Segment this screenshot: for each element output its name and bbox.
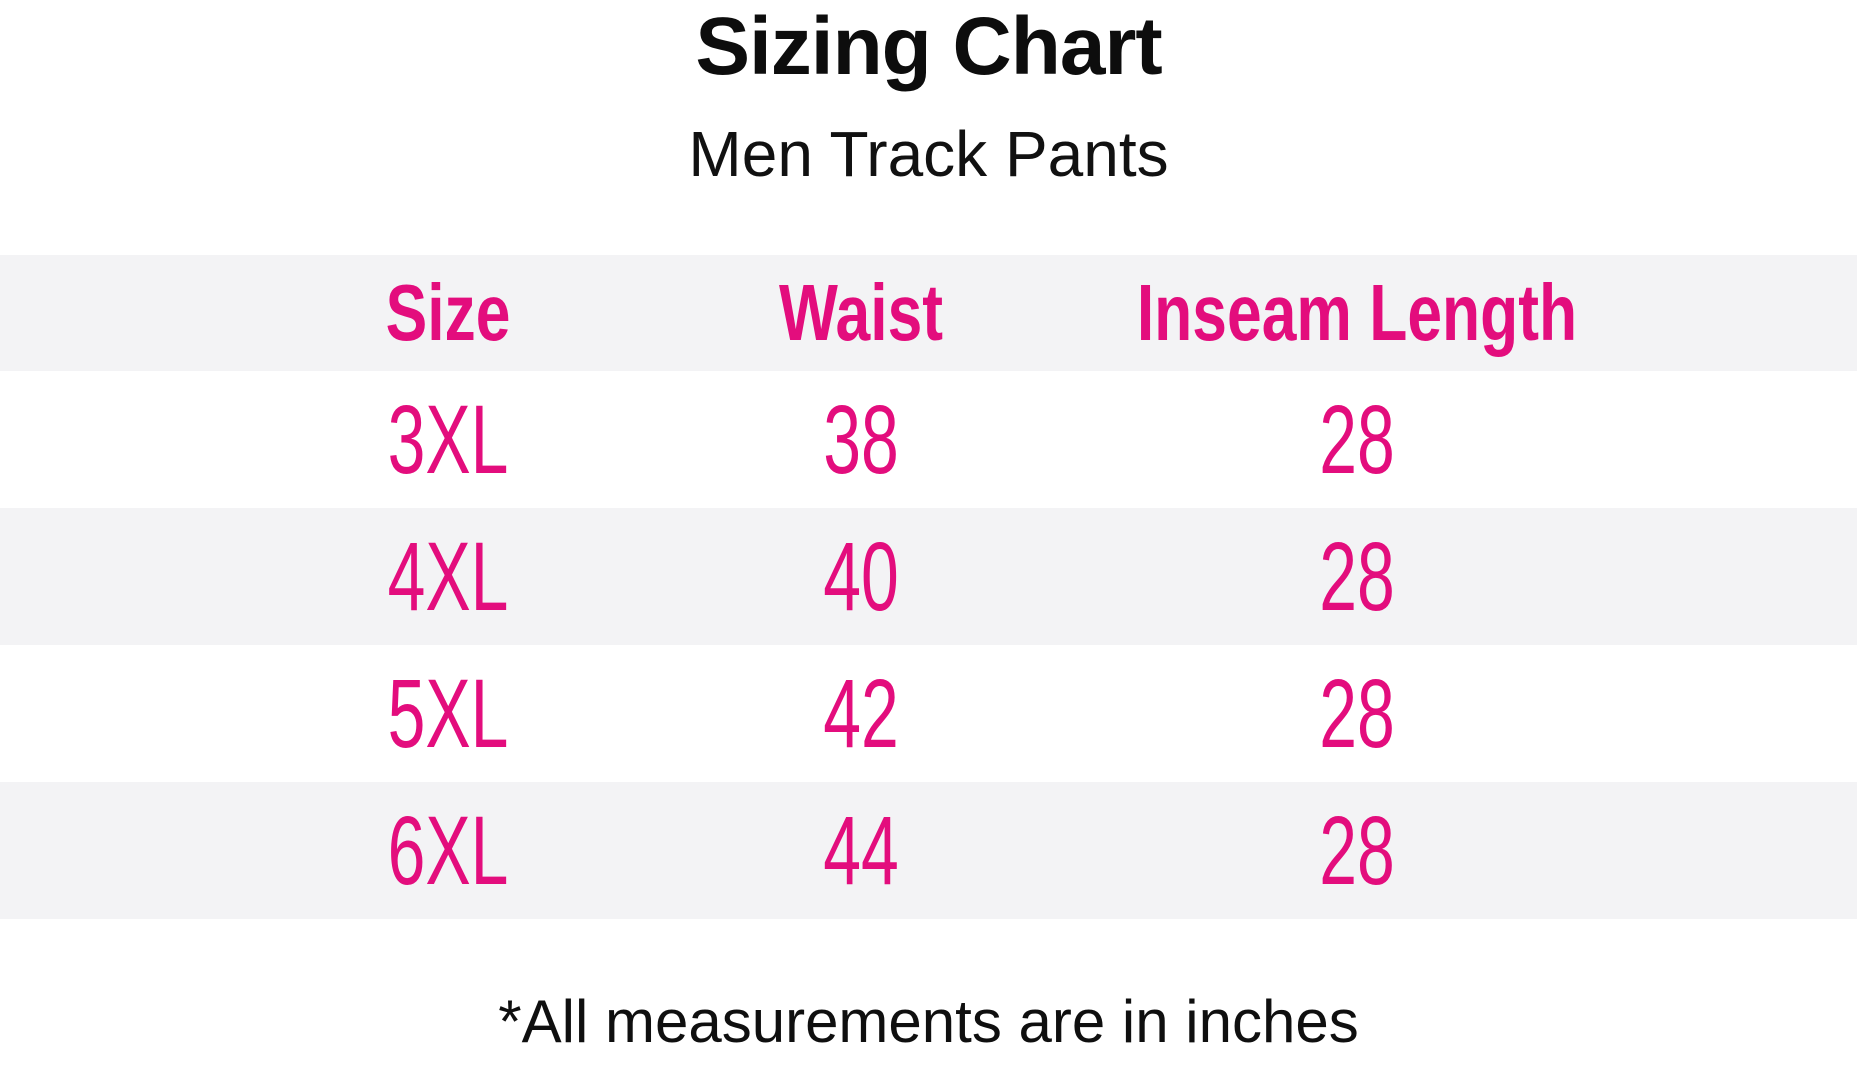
inseam-value: 28 [1319, 521, 1395, 631]
inseam-value: 28 [1319, 658, 1395, 768]
page-title: Sizing Chart [695, 1, 1162, 92]
table-row-4xl: 4XL 40 28 [0, 508, 1857, 645]
size-value: 4XL [387, 521, 509, 631]
table-row-5xl: 5XL 42 28 [0, 645, 1857, 782]
table-row-6xl: 6XL 44 28 [0, 782, 1857, 919]
measurements-footnote: *All measurements are in inches [498, 988, 1359, 1055]
waist-value: 44 [823, 795, 899, 905]
size-value: 5XL [387, 658, 509, 768]
size-value: 3XL [387, 384, 509, 494]
page-subtitle: Men Track Pants [688, 118, 1169, 190]
waist-value: 38 [823, 384, 899, 494]
inseam-value: 28 [1319, 384, 1395, 494]
inseam-value: 28 [1319, 795, 1395, 905]
table-header-row: Size Waist Inseam Length [0, 255, 1857, 371]
column-header-inseam-length: Inseam Length [1136, 268, 1578, 357]
waist-value: 42 [823, 658, 899, 768]
sizing-table: Size Waist Inseam Length 3XL 38 28 4XL 4… [0, 255, 1857, 919]
table-row-3xl: 3XL 38 28 [0, 371, 1857, 508]
waist-value: 40 [823, 521, 899, 631]
column-header-waist: Waist [778, 268, 944, 357]
size-value: 6XL [387, 795, 509, 905]
column-header-size: Size [385, 268, 511, 357]
